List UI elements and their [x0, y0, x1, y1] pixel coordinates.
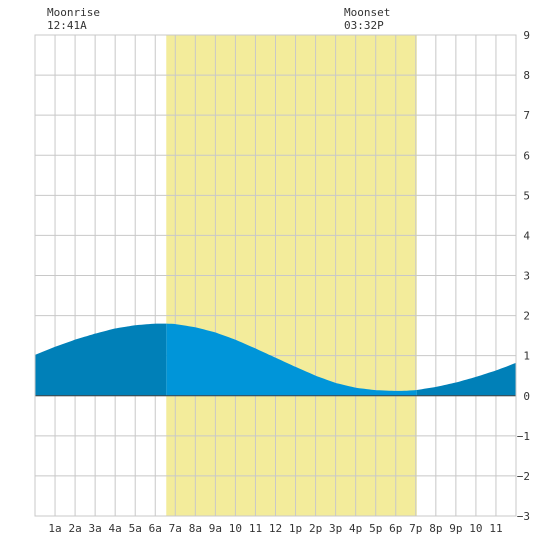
moonrise-time: 12:41A — [47, 19, 87, 32]
x-tick-label: 1a — [48, 522, 61, 535]
tide-area-day — [166, 323, 417, 396]
x-tick-label: 4p — [349, 522, 362, 535]
y-tick-label: 2 — [523, 310, 530, 323]
tide-area-night-evening — [416, 362, 516, 396]
y-tick-label: 3 — [523, 270, 530, 283]
y-tick-label: −3 — [517, 510, 530, 523]
x-tick-label: 8a — [189, 522, 202, 535]
x-tick-label: 12 — [269, 522, 282, 535]
x-tick-label: 2p — [309, 522, 322, 535]
x-tick-label: 11 — [489, 522, 502, 535]
x-tick-label: 8p — [429, 522, 442, 535]
x-tick-label: 1p — [289, 522, 302, 535]
moonset-time: 03:32P — [344, 19, 384, 32]
tide-area-night-morning — [35, 323, 167, 396]
y-tick-label: 0 — [523, 390, 530, 403]
y-tick-label: 9 — [523, 29, 530, 42]
x-tick-label: 4a — [109, 522, 122, 535]
y-tick-label: −1 — [517, 430, 530, 443]
y-tick-label: 7 — [523, 109, 530, 122]
x-tick-label: 6p — [389, 522, 402, 535]
x-tick-label: 10 — [229, 522, 242, 535]
x-tick-label: 3a — [89, 522, 102, 535]
x-tick-label: 5a — [129, 522, 142, 535]
x-tick-label: 9a — [209, 522, 222, 535]
y-tick-label: −2 — [517, 470, 530, 483]
x-tick-label: 10 — [469, 522, 482, 535]
y-tick-label: 4 — [523, 229, 530, 242]
x-tick-label: 2a — [68, 522, 81, 535]
x-tick-label: 9p — [449, 522, 462, 535]
y-tick-label: 5 — [523, 189, 530, 202]
moonrise-title: Moonrise — [47, 6, 100, 19]
x-tick-label: 3p — [329, 522, 342, 535]
x-tick-label: 7a — [169, 522, 182, 535]
plot-border — [34, 34, 517, 517]
x-tick-label: 6a — [149, 522, 162, 535]
moonset-title: Moonset — [344, 6, 390, 19]
x-tick-label: 11 — [249, 522, 262, 535]
x-tick-label: 5p — [369, 522, 382, 535]
y-tick-label: 6 — [523, 149, 530, 162]
y-tick-label: 1 — [523, 350, 530, 363]
y-tick-label: 8 — [523, 69, 530, 82]
x-tick-label: 7p — [409, 522, 422, 535]
